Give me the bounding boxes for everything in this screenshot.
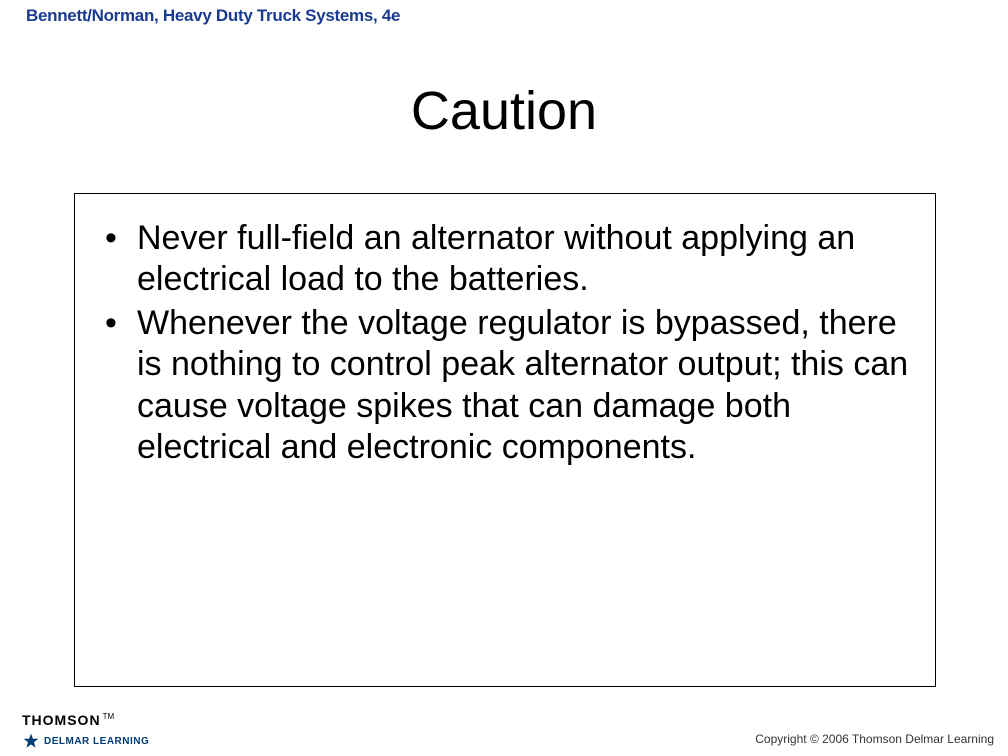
bullet-item: Never full-field an alternator without a… [97, 218, 913, 301]
trademark-symbol: TM [103, 712, 115, 721]
slide-title: Caution [0, 80, 1008, 142]
bullet-item: Whenever the voltage regulator is bypass… [97, 303, 913, 469]
logo-star-row: DELMAR LEARNING [22, 732, 149, 750]
logo-line1: THOMSON [22, 712, 101, 728]
publisher-logo: THOMSONTM DELMAR LEARNING [22, 712, 149, 750]
slide-footer: THOMSONTM DELMAR LEARNING Copyright © 20… [0, 706, 1008, 750]
content-box: Never full-field an alternator without a… [74, 193, 936, 687]
star-icon [22, 732, 40, 750]
logo-line2: DELMAR LEARNING [44, 736, 149, 747]
bullet-list: Never full-field an alternator without a… [97, 218, 913, 469]
book-reference-header: Bennett/Norman, Heavy Duty Truck Systems… [26, 6, 400, 26]
copyright-text: Copyright © 2006 Thomson Delmar Learning [755, 732, 994, 746]
